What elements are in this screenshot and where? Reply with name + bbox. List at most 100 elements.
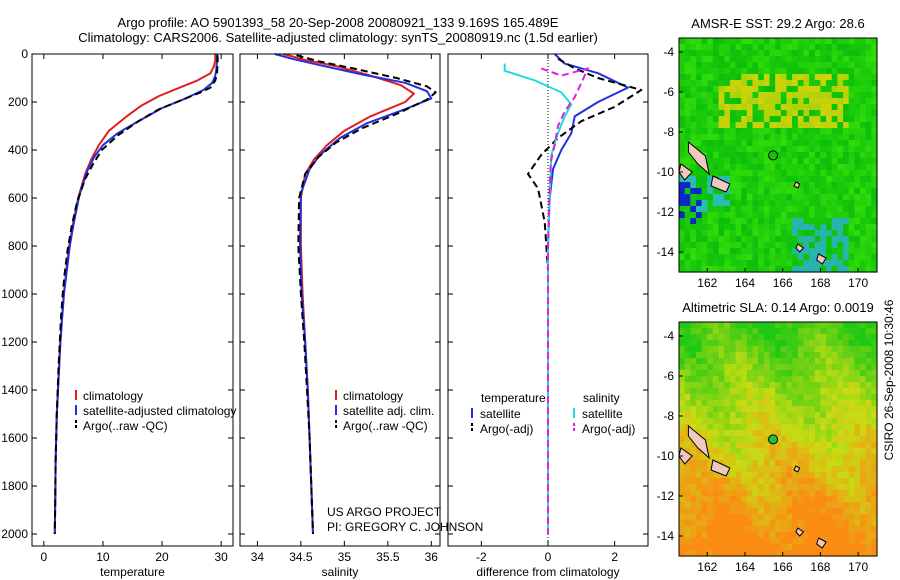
sst-map-cell: [848, 212, 855, 219]
sst-map-cell: [729, 140, 737, 147]
sla-map-cell: [860, 466, 867, 473]
sst-map-cell: [752, 74, 759, 81]
sst-map-cell: [741, 98, 748, 105]
sst-map-cell: [724, 188, 731, 195]
sla-map-cell: [763, 538, 771, 545]
sst-map-cell: [724, 146, 731, 153]
sst-map-cell: [735, 44, 742, 51]
sla-map-cell: [848, 502, 855, 509]
sla-map-cell: [679, 328, 686, 335]
sst-map-cell: [860, 200, 867, 207]
sst-map-cell: [797, 230, 805, 237]
sla-map-cell: [792, 370, 799, 377]
sla-map-cell: [780, 442, 788, 449]
sst-map-cell: [746, 236, 754, 243]
sla-map-cell: [843, 460, 850, 467]
sla-map-cell: [763, 484, 771, 491]
sla-map-cell: [752, 490, 759, 497]
sla-map-cell: [871, 424, 878, 431]
sst-map-cell: [707, 128, 714, 135]
sla-map-cell: [746, 376, 754, 383]
sla-map-cell: [707, 496, 714, 503]
sla-map-cell: [780, 334, 788, 341]
sla-map-cell: [763, 448, 771, 455]
sla-map-cell: [848, 388, 855, 395]
sla-map-cell: [854, 532, 861, 539]
sst-map-cell: [679, 38, 686, 45]
sla-map-cell: [792, 526, 799, 533]
sst-map-cell: [684, 224, 691, 231]
sst-map-cell: [809, 62, 816, 69]
sla-map-cell: [809, 478, 816, 485]
sst-map-cell: [769, 242, 776, 249]
sla-map-cell: [843, 454, 850, 461]
sla-map-cell: [775, 382, 782, 389]
sla-map-cell: [837, 352, 844, 359]
sla-map-cell: [865, 484, 872, 491]
sst-map-cell: [803, 128, 810, 135]
sla-map-cell: [690, 442, 697, 449]
sla-map-cell: [729, 496, 737, 503]
sst-map-cell: [741, 236, 748, 243]
sst-map-cell: [837, 86, 844, 93]
sst-map-cell: [809, 116, 816, 123]
sst-map-cell: [718, 62, 725, 69]
sst-map-cell: [696, 98, 703, 105]
sla-map-cell: [679, 520, 686, 527]
sst-map-cell: [690, 116, 697, 123]
sst-map-cell: [696, 56, 703, 63]
sla-map-cell: [848, 514, 855, 521]
sst-map-cell: [803, 194, 810, 201]
sst-map-cell: [865, 176, 872, 183]
sla-map-cell: [871, 532, 878, 539]
sla-map-cell: [769, 322, 776, 329]
sla-map-cell: [729, 544, 737, 551]
sst-map-cell: [826, 44, 833, 51]
sla-map-cell: [763, 550, 771, 557]
sst-map-cell: [809, 266, 816, 273]
sst-map-cell: [809, 158, 816, 165]
sla-map-cell: [843, 436, 850, 443]
sla-map-cell: [735, 514, 742, 521]
sst-map-cell: [752, 116, 759, 123]
sla-map-cell: [843, 394, 850, 401]
sla-map-cell: [741, 526, 748, 533]
y-tick-label: 1800: [1, 479, 28, 493]
sla-map-cell: [865, 496, 872, 503]
sst-map-cell: [843, 212, 850, 219]
sla-map-cell: [752, 340, 759, 347]
sst-map-cell: [843, 38, 850, 45]
sst-map-cell: [712, 110, 720, 117]
sla-map-cell: [780, 496, 788, 503]
sla-map-cell: [854, 376, 861, 383]
sst-map-cell: [729, 146, 737, 153]
sla-map-cell: [758, 370, 765, 377]
sst-map-cell: [848, 206, 855, 213]
sst-map-cell: [780, 116, 788, 123]
sst-map-cell: [854, 224, 861, 231]
sst-map-cell: [684, 206, 691, 213]
sst-map-cell: [826, 152, 833, 159]
sst-map-cell: [718, 230, 725, 237]
sst-map-cell: [814, 110, 822, 117]
sla-map-cell: [848, 394, 855, 401]
sst-map-cell: [712, 62, 720, 69]
sst-map-cell: [826, 50, 833, 57]
sla-map-cell: [707, 550, 714, 557]
sst-map-cell: [820, 218, 827, 225]
sst-map-cell: [871, 38, 878, 45]
sst-map-cell: [865, 200, 872, 207]
sst-map-cell: [729, 164, 737, 171]
sst-map-cell: [735, 164, 742, 171]
sst-map-cell: [865, 80, 872, 87]
sla-map-cell: [729, 520, 737, 527]
sla-map-cell: [769, 364, 776, 371]
sla-map-cell: [696, 520, 703, 527]
sst-map-cell: [769, 230, 776, 237]
sla-map-cell: [763, 418, 771, 425]
sst-map-cell: [684, 182, 691, 189]
sst-map-cell: [729, 110, 737, 117]
sla-map-cell: [718, 520, 725, 527]
sla-map-cell: [848, 346, 855, 353]
sst-map-cell: [684, 248, 691, 255]
